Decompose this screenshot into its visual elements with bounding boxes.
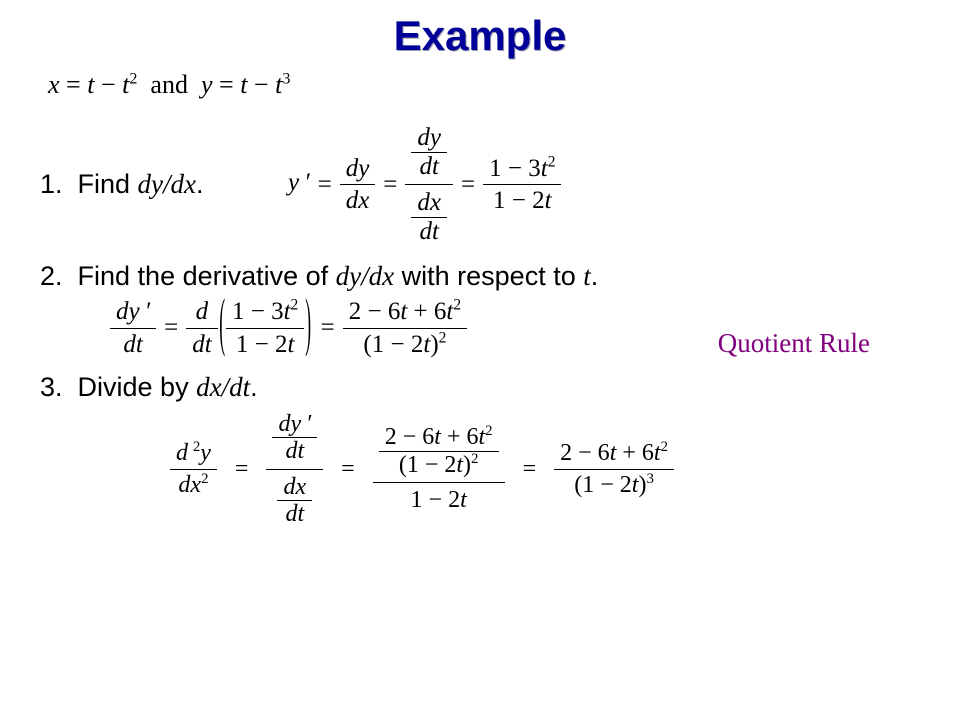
slide-container: Example x = t − t2 and y = t − t3 1. Fin…	[0, 0, 960, 720]
step-3: 3. Divide by dx/dt. d 2ydx2=dy ′dtdxdt=2…	[40, 372, 920, 530]
step-1-formula: y ′=dydx=dydtdxdt=1 − 3t21 − 2t	[288, 122, 561, 247]
step-1: 1. Find dy/dx. y ′=dydx=dydtdxdt=1 − 3t2…	[40, 122, 920, 247]
slide-title: Example	[40, 12, 920, 60]
step-3-label: 3. Divide by dx/dt.	[40, 372, 258, 403]
step-2-label: 2. Find the derivative of dy/dx with res…	[40, 261, 598, 292]
step-2-formula: dy ′dt=ddt(1 − 3t21 − 2t)=2 − 6t + 6t2(1…	[110, 298, 920, 358]
step-1-label: 1. Find dy/dx.	[40, 169, 204, 200]
step-3-formula: d 2ydx2=dy ′dtdxdt=2 − 6t + 6t2(1 − 2t)2…	[170, 409, 920, 530]
given-equations: x = t − t2 and y = t − t3	[48, 70, 920, 100]
step-2: 2. Find the derivative of dy/dx with res…	[40, 261, 920, 358]
quotient-rule-note: Quotient Rule	[718, 328, 870, 359]
